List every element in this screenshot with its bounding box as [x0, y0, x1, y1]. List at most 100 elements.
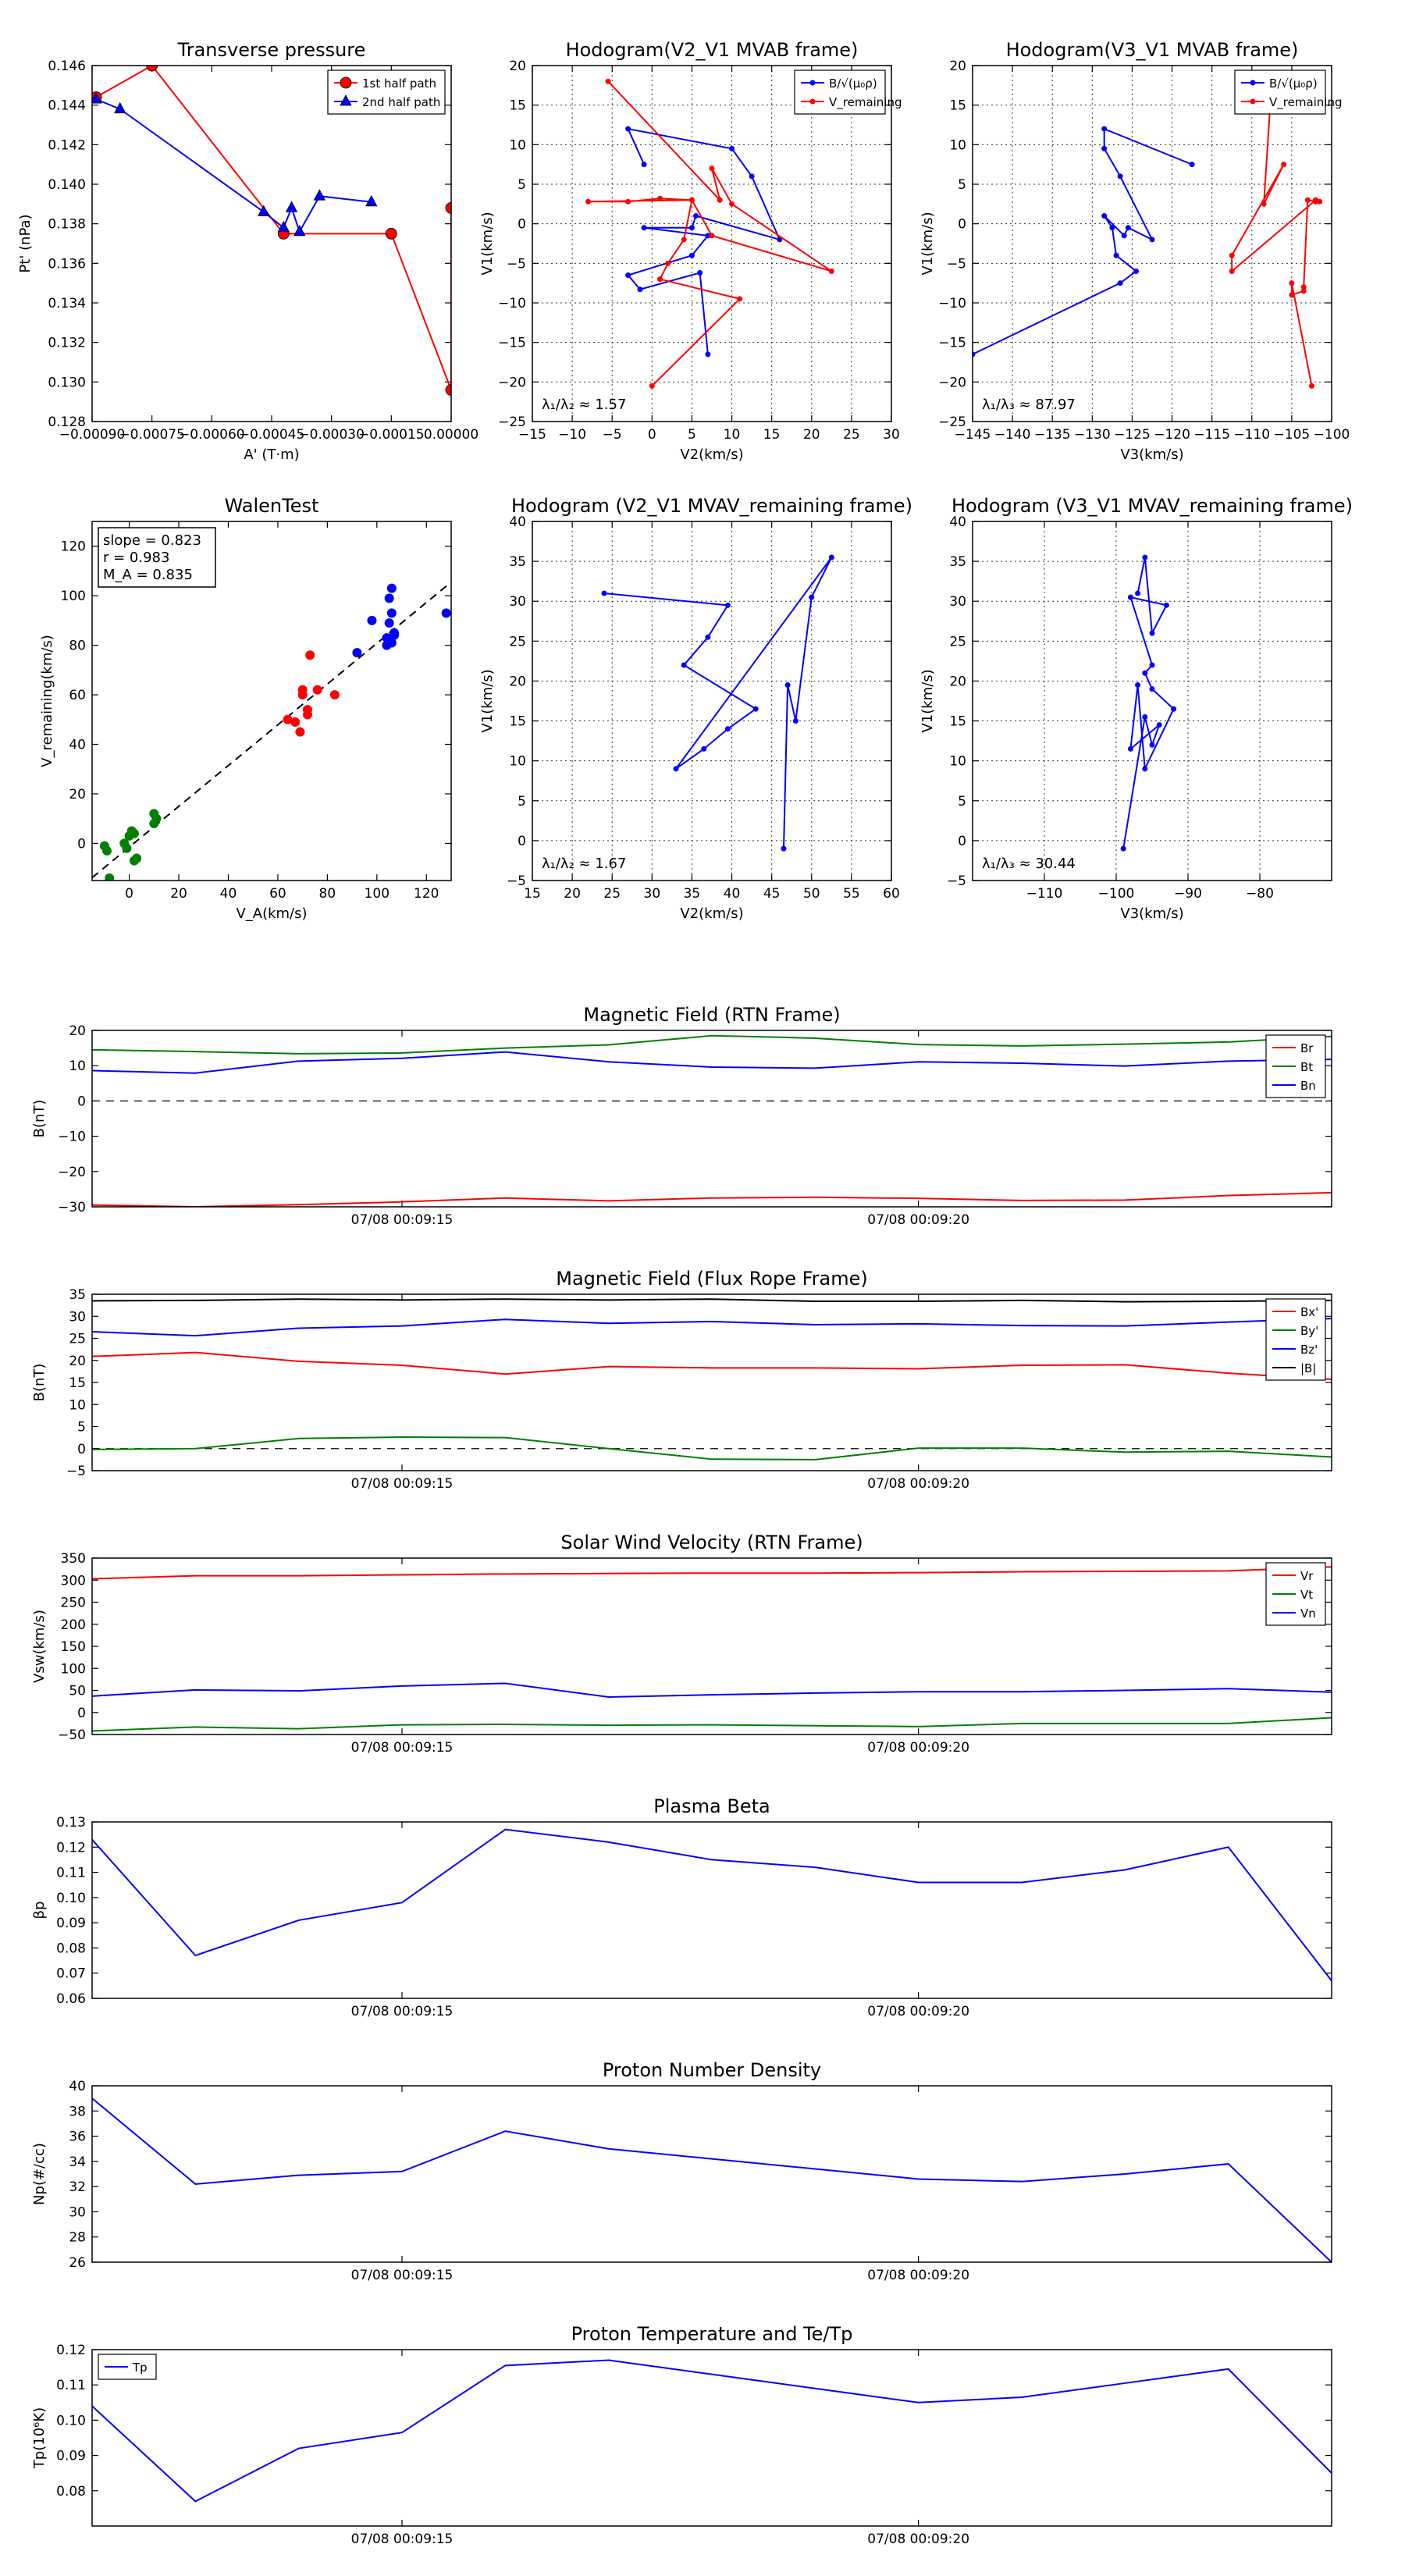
y-tick-label: 34: [69, 2154, 86, 2170]
y-tick-label: 15: [509, 714, 526, 730]
data-point: [657, 195, 663, 201]
data-point: [1117, 173, 1123, 180]
y-tick-label: 15: [509, 98, 526, 114]
y-tick-label: 0.11: [56, 1866, 86, 1881]
legend-label: B/√(μ₀ρ): [1269, 76, 1318, 91]
data-point: [709, 165, 715, 172]
legend-label: Bt: [1300, 1060, 1313, 1074]
data-point: [1135, 590, 1141, 596]
y-tick-label: −5: [507, 256, 526, 272]
eigenvalue-ratio-value: 87.97: [1035, 397, 1076, 413]
fit-line: [92, 581, 451, 879]
data-point: [681, 237, 687, 243]
y-axis-label: B(nT): [31, 1100, 48, 1138]
y-tick-label: 0: [518, 834, 526, 849]
data-point: [102, 845, 112, 856]
x-tick-label: 07/08 00:09:20: [867, 2532, 969, 2547]
plot-frame: [532, 65, 892, 422]
legend-marker: [1250, 98, 1256, 105]
data-point: [688, 252, 695, 258]
y-tick-label: 20: [69, 1023, 86, 1039]
plot-frame: [91, 1293, 1332, 1471]
data-point: [777, 237, 783, 243]
x-tick-label: −0.00090: [59, 427, 126, 443]
x-tick-label: 10: [724, 427, 741, 443]
data-point: [313, 189, 326, 201]
y-tick-label: −10: [498, 296, 526, 311]
y-tick-label: 80: [69, 639, 86, 654]
y-tick-label: 0: [77, 1706, 86, 1721]
data-point: [828, 268, 834, 274]
legend-label: Bx': [1300, 1305, 1318, 1319]
x-tick-label: −100: [1314, 427, 1350, 443]
data-point: [752, 706, 759, 712]
x-tick-label: −0.00075: [119, 427, 185, 443]
data-point: [1149, 662, 1155, 668]
x-tick-label: 20: [564, 886, 581, 902]
hodogram-v3v1-mvav-chart: −110 −100 −90 −80 −5 0 5 10 15 20 25 30 35 40Hodogram…: [919, 495, 1353, 922]
data-point: [749, 173, 755, 180]
series-line-vn: [92, 1682, 1332, 1698]
data-point: [122, 843, 132, 853]
data-point: [105, 873, 115, 881]
data-point: [585, 198, 592, 205]
data-point: [389, 628, 400, 638]
y-axis-label: V1(km/s): [479, 212, 496, 275]
y-tick-label: 30: [69, 1309, 86, 1325]
data-point: [781, 845, 787, 852]
data-point: [625, 198, 631, 205]
eigenvalue-ratio-label: λ₁/λ₃ ≈: [982, 397, 1035, 413]
y-tick-label: −20: [938, 375, 966, 390]
y-tick-label: −50: [58, 1727, 86, 1743]
series-line-track: [1122, 557, 1175, 849]
x-tick-label: 20: [170, 886, 187, 902]
data-layer: [92, 2359, 1332, 2503]
legend-label: V_remaining: [829, 95, 902, 110]
data-point: [1317, 198, 1323, 205]
data-point: [625, 272, 631, 279]
eigenvalue-ratio-value: 1.67: [595, 856, 626, 872]
data-point: [1149, 630, 1155, 636]
proton-temperature-chart: 07/08 00:09:15 07/08 00:09:20 0.08 0.09 0.10…: [31, 2323, 1332, 2547]
data-point: [717, 197, 723, 203]
legend: Bx' By' Bz' |B|: [1265, 1298, 1326, 1381]
data-point: [729, 145, 735, 151]
data-point: [724, 726, 731, 732]
y-tick-label: 100: [61, 589, 86, 604]
data-point: [329, 690, 340, 700]
x-axis-label: V3(km/s): [1120, 447, 1183, 463]
data-point: [688, 225, 695, 231]
x-tick-label: 07/08 00:09:15: [351, 2004, 454, 2019]
chart-title: Solar Wind Velocity (RTN Frame): [560, 1532, 863, 1553]
y-tick-label: 26: [69, 2255, 86, 2271]
data-point: [809, 594, 815, 600]
x-tick-label: −100: [1098, 886, 1135, 902]
series-line-v-remaining: [1231, 81, 1321, 386]
data-point: [601, 590, 607, 596]
plot-frame: [91, 1030, 1332, 1208]
data-point: [1142, 554, 1148, 560]
data-point: [92, 92, 102, 104]
y-tick-label: 0.09: [56, 1916, 86, 1931]
eigenvalue-ratio: λ₁/λ₃ ≈ 87.97: [982, 397, 1076, 413]
legend-marker: [1250, 80, 1256, 86]
y-tick-label: −5: [947, 256, 966, 272]
data-point: [1149, 237, 1155, 243]
x-tick-label: 120: [414, 886, 439, 902]
y-tick-label: 20: [69, 787, 86, 802]
data-point: [386, 583, 397, 593]
x-tick-label: 60: [269, 886, 286, 902]
y-tick-label: 0.128: [48, 415, 86, 430]
y-tick-label: 0.12: [56, 1840, 86, 1856]
y-tick-label: 0.10: [56, 2413, 86, 2428]
x-tick-label: 07/08 00:09:15: [351, 2268, 454, 2283]
y-tick-label: 0: [958, 217, 966, 233]
stats-r: r = 0.983: [103, 550, 169, 566]
data-point: [673, 766, 679, 772]
data-point: [312, 685, 322, 695]
x-tick-label: −110: [1233, 427, 1270, 443]
data-point: [697, 269, 703, 276]
y-tick-label: 5: [77, 1420, 86, 1436]
y-tick-label: 0.142: [48, 137, 86, 153]
